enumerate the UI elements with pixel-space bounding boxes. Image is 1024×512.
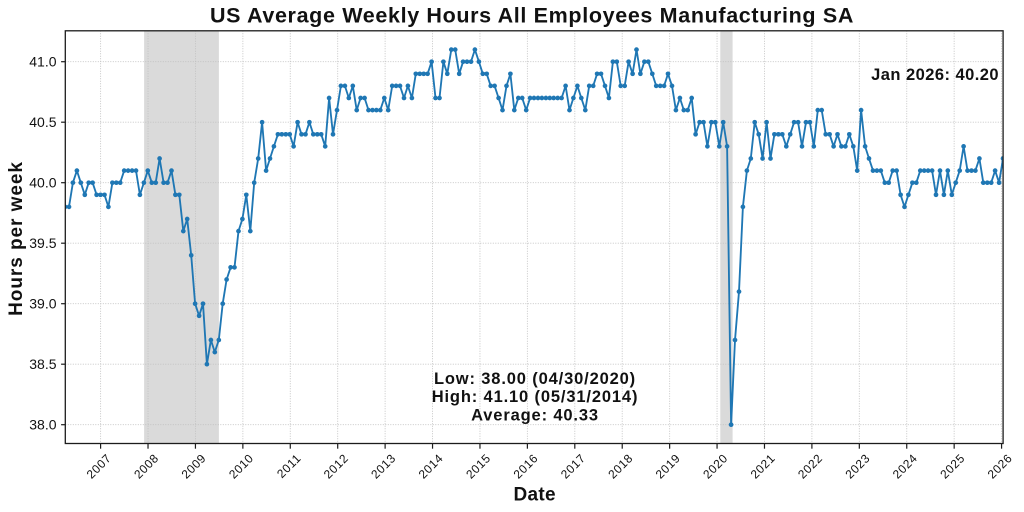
svg-text:Date: Date [514, 484, 556, 505]
svg-text:38.5: 38.5 [29, 356, 56, 372]
svg-text:39.5: 39.5 [29, 235, 56, 251]
svg-text:Low: 38.00 (04/30/2020): Low: 38.00 (04/30/2020) [434, 370, 636, 388]
svg-text:US Average Weekly Hours All Em: US Average Weekly Hours All Employees Ma… [210, 4, 854, 28]
svg-text:39.0: 39.0 [29, 296, 56, 312]
svg-text:40.5: 40.5 [29, 114, 56, 130]
svg-text:Jan 2026: 40.20: Jan 2026: 40.20 [871, 66, 999, 84]
svg-text:38.0: 38.0 [29, 417, 56, 433]
svg-text:High: 41.10 (05/31/2014): High: 41.10 (05/31/2014) [432, 388, 639, 406]
svg-text:Hours per week: Hours per week [6, 161, 27, 316]
svg-text:Average: 40.33: Average: 40.33 [471, 407, 599, 425]
svg-text:40.0: 40.0 [29, 175, 56, 191]
svg-text:41.0: 41.0 [29, 54, 56, 70]
